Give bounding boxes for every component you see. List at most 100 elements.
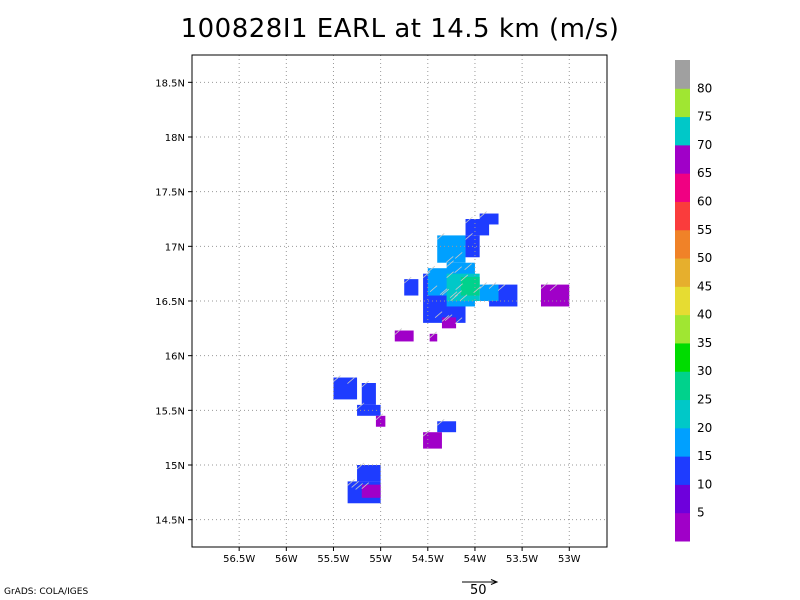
wind-vector bbox=[465, 216, 473, 224]
wind-vector bbox=[460, 274, 469, 282]
colorbar-segment bbox=[675, 484, 690, 514]
colorbar-label: 25 bbox=[697, 393, 712, 407]
wind-vector bbox=[459, 294, 468, 301]
wind-cell bbox=[375, 415, 386, 427]
wind-vector bbox=[427, 265, 436, 273]
colorbar-segment bbox=[675, 201, 690, 231]
wind-cell bbox=[460, 276, 480, 296]
wind-vector bbox=[449, 291, 458, 298]
x-tick-label: 55W bbox=[369, 554, 392, 565]
wind-vector bbox=[356, 462, 365, 470]
wind-vector bbox=[429, 331, 437, 339]
wind-vector bbox=[465, 233, 473, 240]
wind-vector bbox=[436, 233, 445, 240]
x-tick-label: 53W bbox=[558, 554, 581, 565]
colorbar-segment bbox=[675, 456, 690, 485]
wind-vector bbox=[441, 288, 450, 296]
colorbar-segment bbox=[675, 427, 690, 457]
wind-vector bbox=[347, 479, 355, 486]
x-tick-label: 54.5W bbox=[412, 554, 444, 565]
wind-vector bbox=[355, 483, 363, 490]
colorbar-label: 20 bbox=[697, 421, 712, 435]
y-tick-label: 14.5N bbox=[155, 516, 185, 527]
wind-vector bbox=[441, 315, 450, 322]
colorbar-segment bbox=[675, 116, 690, 146]
colorbar-segment bbox=[675, 286, 690, 316]
wind-vector bbox=[429, 285, 438, 292]
wind-vector bbox=[464, 263, 472, 271]
wind-cell bbox=[437, 235, 466, 263]
wind-vector bbox=[434, 311, 443, 318]
wind-cell bbox=[404, 279, 419, 296]
wind-cell bbox=[479, 213, 499, 225]
wind-vector bbox=[333, 375, 341, 382]
colorbar-segment bbox=[675, 399, 690, 429]
wind-cell bbox=[333, 377, 358, 400]
colorbar-label: 10 bbox=[697, 477, 712, 491]
x-axis: 56.5W 56W 55.5W 55W 54.5W 54W 53.5W 53W bbox=[223, 547, 581, 565]
wind-vector bbox=[454, 290, 462, 297]
wind-vector bbox=[351, 481, 359, 488]
wind-cell bbox=[429, 333, 438, 342]
wind-vector bbox=[479, 211, 487, 218]
y-tick-label: 15N bbox=[165, 461, 185, 472]
wind-vector bbox=[455, 283, 463, 291]
colorbar-label: 75 bbox=[697, 110, 712, 124]
wind-cell bbox=[441, 317, 457, 329]
wind-vector bbox=[450, 294, 458, 301]
wind-vector bbox=[375, 413, 384, 421]
colorbar-label: 40 bbox=[697, 308, 712, 322]
colorbar-segment bbox=[675, 144, 690, 174]
y-tick-label: 16N bbox=[165, 352, 185, 363]
colorbar-label: 15 bbox=[697, 449, 712, 463]
wind-vector bbox=[394, 328, 403, 335]
credit-text: GrADS: COLA/IGES bbox=[4, 587, 89, 597]
wind-vector bbox=[361, 380, 370, 388]
colorbar-segment bbox=[675, 88, 690, 118]
colorbar-label: 45 bbox=[697, 279, 712, 293]
x-tick-label: 56W bbox=[275, 554, 298, 565]
wind-cell bbox=[423, 432, 442, 449]
wind-vector bbox=[361, 482, 370, 489]
colorbar-label: 30 bbox=[697, 364, 712, 378]
y-tick-label: 18.5N bbox=[155, 78, 185, 89]
colorbar-segment bbox=[675, 512, 690, 542]
wind-vector bbox=[473, 286, 481, 294]
wind-cell bbox=[361, 383, 376, 405]
colorbar-segment bbox=[675, 314, 690, 344]
wind-cell bbox=[479, 284, 499, 301]
chart-title: 100828I1 EARL at 14.5 km (m/s) bbox=[180, 14, 620, 44]
wind-vector bbox=[540, 282, 549, 289]
y-tick-label: 16.5N bbox=[155, 297, 185, 308]
wind-vector bbox=[454, 317, 463, 324]
y-tick-label: 17N bbox=[165, 242, 185, 253]
wind-vector bbox=[444, 314, 453, 321]
wind-vectors bbox=[333, 211, 558, 490]
wind-vector bbox=[488, 282, 497, 289]
grid-lines bbox=[192, 55, 607, 547]
colorbar-segment bbox=[675, 173, 690, 202]
colorbar-segment bbox=[675, 258, 690, 287]
wind-vector bbox=[445, 256, 454, 263]
wind-vector bbox=[422, 429, 431, 437]
wind-vector bbox=[497, 284, 506, 291]
wind-vector bbox=[436, 418, 445, 426]
vector-scale-label: 50 bbox=[470, 583, 487, 598]
colorbar-label: 60 bbox=[697, 194, 712, 208]
colorbar-label: 65 bbox=[697, 166, 712, 180]
y-tick-label: 17.5N bbox=[155, 188, 185, 199]
colorbar-label: 80 bbox=[697, 81, 712, 95]
wind-cell bbox=[361, 484, 381, 498]
colorbar-label: 70 bbox=[697, 138, 712, 152]
x-tick-label: 56.5W bbox=[223, 554, 255, 565]
wind-cell bbox=[540, 284, 570, 307]
colorbar: 5 10 15 20 25 30 35 40 45 50 55 60 65 70 75 80 bbox=[675, 60, 712, 542]
wind-vector bbox=[479, 282, 487, 289]
wind-vector bbox=[356, 402, 365, 410]
colorbar-label: 50 bbox=[697, 251, 712, 265]
vector-scale-arrow bbox=[462, 579, 499, 585]
y-tick-label: 18N bbox=[165, 133, 185, 144]
x-tick-label: 53.5W bbox=[506, 554, 538, 565]
wind-vector bbox=[439, 288, 448, 295]
colorbar-label: 35 bbox=[697, 336, 712, 350]
